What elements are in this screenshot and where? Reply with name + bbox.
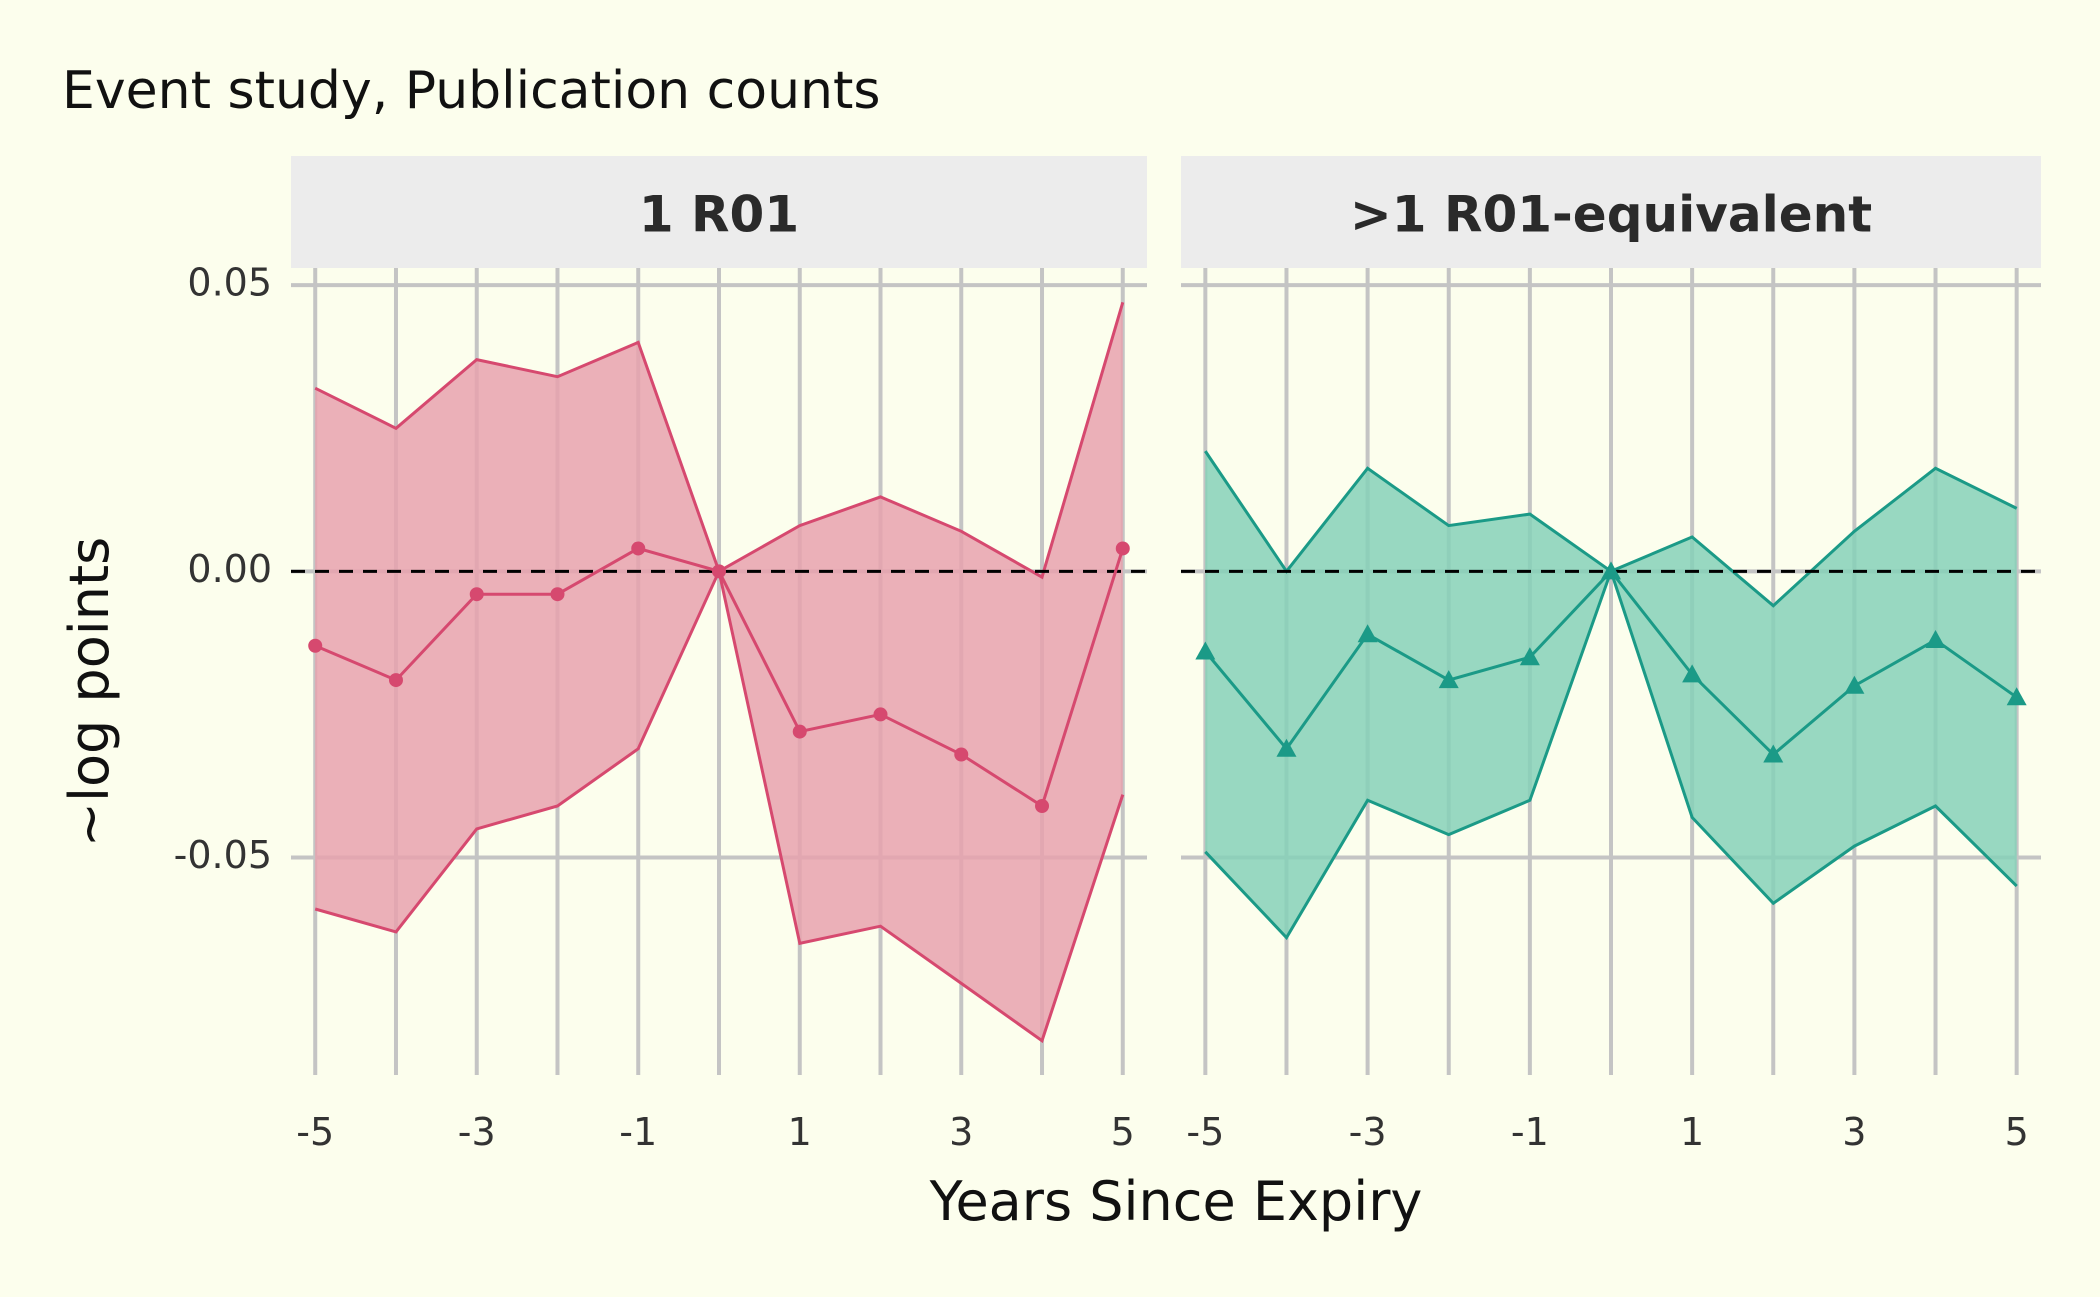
x-tick-label: 3	[949, 1110, 973, 1154]
estimate-point	[1682, 664, 1703, 683]
estimate-point	[2006, 687, 2027, 706]
estimate-point	[388, 673, 403, 688]
estimate-point	[550, 587, 565, 602]
x-tick-label: -5	[296, 1110, 334, 1154]
estimate-point	[1763, 744, 1784, 763]
estimate-point	[1601, 561, 1621, 580]
y-axis-title: ~log points	[58, 537, 121, 848]
confidence-band	[315, 302, 1123, 1041]
x-tick-label: -3	[1349, 1110, 1387, 1154]
x-tick-label: 1	[1680, 1110, 1704, 1154]
panel-plot-right	[1181, 268, 2041, 1075]
estimate-point	[1276, 738, 1297, 757]
estimate-point	[308, 638, 323, 653]
estimate-point	[1195, 641, 1216, 660]
y-tick-label: 0.05	[187, 261, 272, 305]
estimate-point	[1519, 647, 1540, 666]
estimate-point	[1035, 799, 1050, 813]
estimate-point	[954, 747, 969, 762]
estimate-point	[631, 541, 646, 556]
x-tick-label: -1	[1511, 1110, 1549, 1154]
estimate-point	[873, 707, 888, 722]
x-tick-label: 5	[1111, 1110, 1135, 1154]
y-axis-ticks: -0.05 0.00 0.05	[174, 261, 272, 877]
x-tick-label: -1	[619, 1110, 657, 1154]
estimate-point	[1357, 624, 1378, 643]
panel-left: 1 R01	[291, 156, 1147, 1075]
x-tick-label: 3	[1842, 1110, 1866, 1154]
estimate-point	[1844, 675, 1865, 694]
estimate-point	[792, 724, 807, 739]
estimate-point	[469, 587, 484, 602]
y-tick-label: -0.05	[174, 833, 272, 877]
x-axis-ticks: -5 -3 -1 1 3 5 -5 -3 -1 1 3 5	[296, 1110, 2028, 1154]
strip-label-left: 1 R01	[639, 186, 799, 244]
strip-label-right: >1 R01-equivalent	[1350, 186, 1872, 244]
estimate-point	[1115, 541, 1130, 556]
y-tick-label: 0.00	[187, 547, 272, 591]
strip-right	[1181, 156, 2041, 268]
x-tick-label: 5	[2005, 1110, 2029, 1154]
x-tick-label: -3	[458, 1110, 496, 1154]
x-axis-title: Years Since Expiry	[929, 1170, 1423, 1233]
x-tick-label: -5	[1186, 1110, 1224, 1154]
x-tick-label: 1	[788, 1110, 812, 1154]
chart-title: Event study, Publication counts	[62, 61, 880, 121]
panel-right: >1 R01-equivalent	[1181, 156, 2041, 1075]
estimate-point	[1925, 630, 1946, 649]
estimate-point	[712, 564, 726, 579]
estimate-point	[1438, 670, 1459, 689]
panel-plot-left	[291, 268, 1147, 1075]
strip-left	[291, 156, 1147, 268]
